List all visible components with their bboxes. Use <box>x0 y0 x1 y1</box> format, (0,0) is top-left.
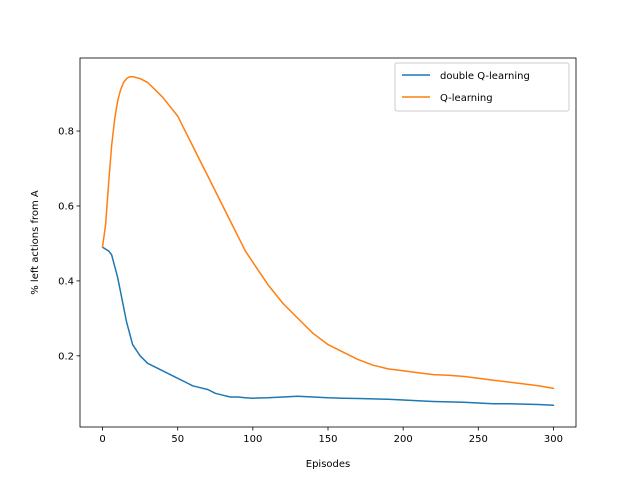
x-axis-label: Episodes <box>306 459 350 470</box>
y-tick-label: 0.4 <box>58 276 74 287</box>
ticks: 0 50 100 150 200 250 300 0.2 0.4 0.6 0.8 <box>58 127 563 445</box>
series-line-2 <box>101 75 555 390</box>
legend-box <box>394 62 570 112</box>
legend-label-2: Q-learning <box>440 93 493 104</box>
x-tick-label: 300 <box>544 434 563 445</box>
x-tick-label: 50 <box>171 434 184 445</box>
x-tick-label: 200 <box>394 434 413 445</box>
plot-area <box>80 58 576 427</box>
legend: double Q-learning Q-learning <box>394 62 570 112</box>
legend-label-1: double Q-learning <box>440 71 530 82</box>
y-tick-label: 0.2 <box>58 351 74 362</box>
y-tick-label: 0.6 <box>58 201 74 212</box>
x-tick-label: 150 <box>318 434 337 445</box>
x-tick-label: 0 <box>99 434 105 445</box>
series-layer <box>101 75 555 407</box>
series-line-1 <box>101 246 555 407</box>
y-tick-label: 0.8 <box>58 127 74 138</box>
x-tick-label: 250 <box>469 434 488 445</box>
plot-background <box>80 58 576 427</box>
x-tick-label: 100 <box>243 434 262 445</box>
y-axis-label: % left actions from A <box>30 190 41 295</box>
